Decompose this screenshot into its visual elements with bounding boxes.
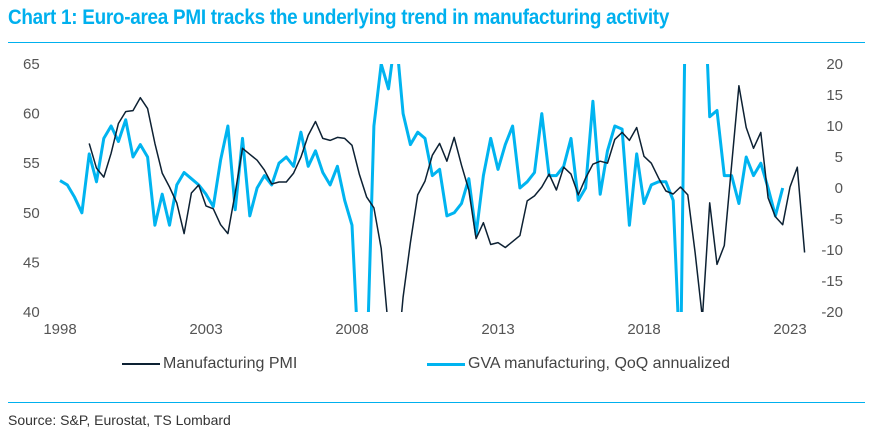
- footer-divider: [8, 402, 865, 403]
- left-tick-label: 65: [23, 56, 40, 73]
- legend-item-gva-manufacturing: GVA manufacturing, QoQ annualized: [427, 355, 730, 373]
- right-tick-label: -5: [830, 211, 843, 228]
- right-axis: 20 15 10 5 0 -5 -10 -15 -20: [821, 56, 843, 321]
- right-tick-label: -20: [821, 304, 843, 321]
- legend-item-manufacturing-pmi: Manufacturing PMI: [122, 355, 297, 373]
- right-tick-label: -15: [821, 273, 843, 290]
- left-axis: 65 60 55 50 45 40: [23, 56, 40, 321]
- right-tick-label: 20: [826, 56, 843, 73]
- chart-title: Chart 1: Euro-area PMI tracks the underl…: [8, 6, 670, 29]
- x-tick-label: 2023: [773, 321, 806, 338]
- left-tick-label: 55: [23, 155, 40, 172]
- right-tick-label: 0: [835, 180, 843, 197]
- left-tick-label: 40: [23, 304, 40, 321]
- source-note: Source: S&P, Eurostat, TS Lombard: [8, 412, 231, 428]
- x-tick-label: 2018: [627, 321, 660, 338]
- left-tick-label: 60: [23, 106, 40, 123]
- right-tick-label: 10: [826, 118, 843, 135]
- x-tick-label: 2003: [189, 321, 222, 338]
- legend-label-gva: GVA manufacturing, QoQ annualized: [468, 355, 731, 372]
- right-tick-label: -10: [821, 242, 843, 259]
- legend-swatch-pmi: [122, 363, 160, 365]
- right-tick-label: 5: [835, 149, 843, 166]
- right-tick-label: 15: [826, 87, 843, 104]
- x-tick-label: 2013: [481, 321, 514, 338]
- title-divider: [8, 42, 865, 43]
- x-tick-label: 2008: [335, 321, 368, 338]
- legend-swatch-gva: [427, 362, 465, 366]
- legend-label-pmi: Manufacturing PMI: [163, 355, 298, 372]
- series-line-gva-manufacturing: [59, 64, 785, 312]
- series-line-manufacturing-pmi: [88, 85, 806, 312]
- left-tick-label: 50: [23, 205, 40, 222]
- left-tick-label: 45: [23, 254, 40, 271]
- x-axis: 1998 2003 2008 2013 2018 2023: [43, 321, 806, 338]
- x-tick-label: 1998: [43, 321, 76, 338]
